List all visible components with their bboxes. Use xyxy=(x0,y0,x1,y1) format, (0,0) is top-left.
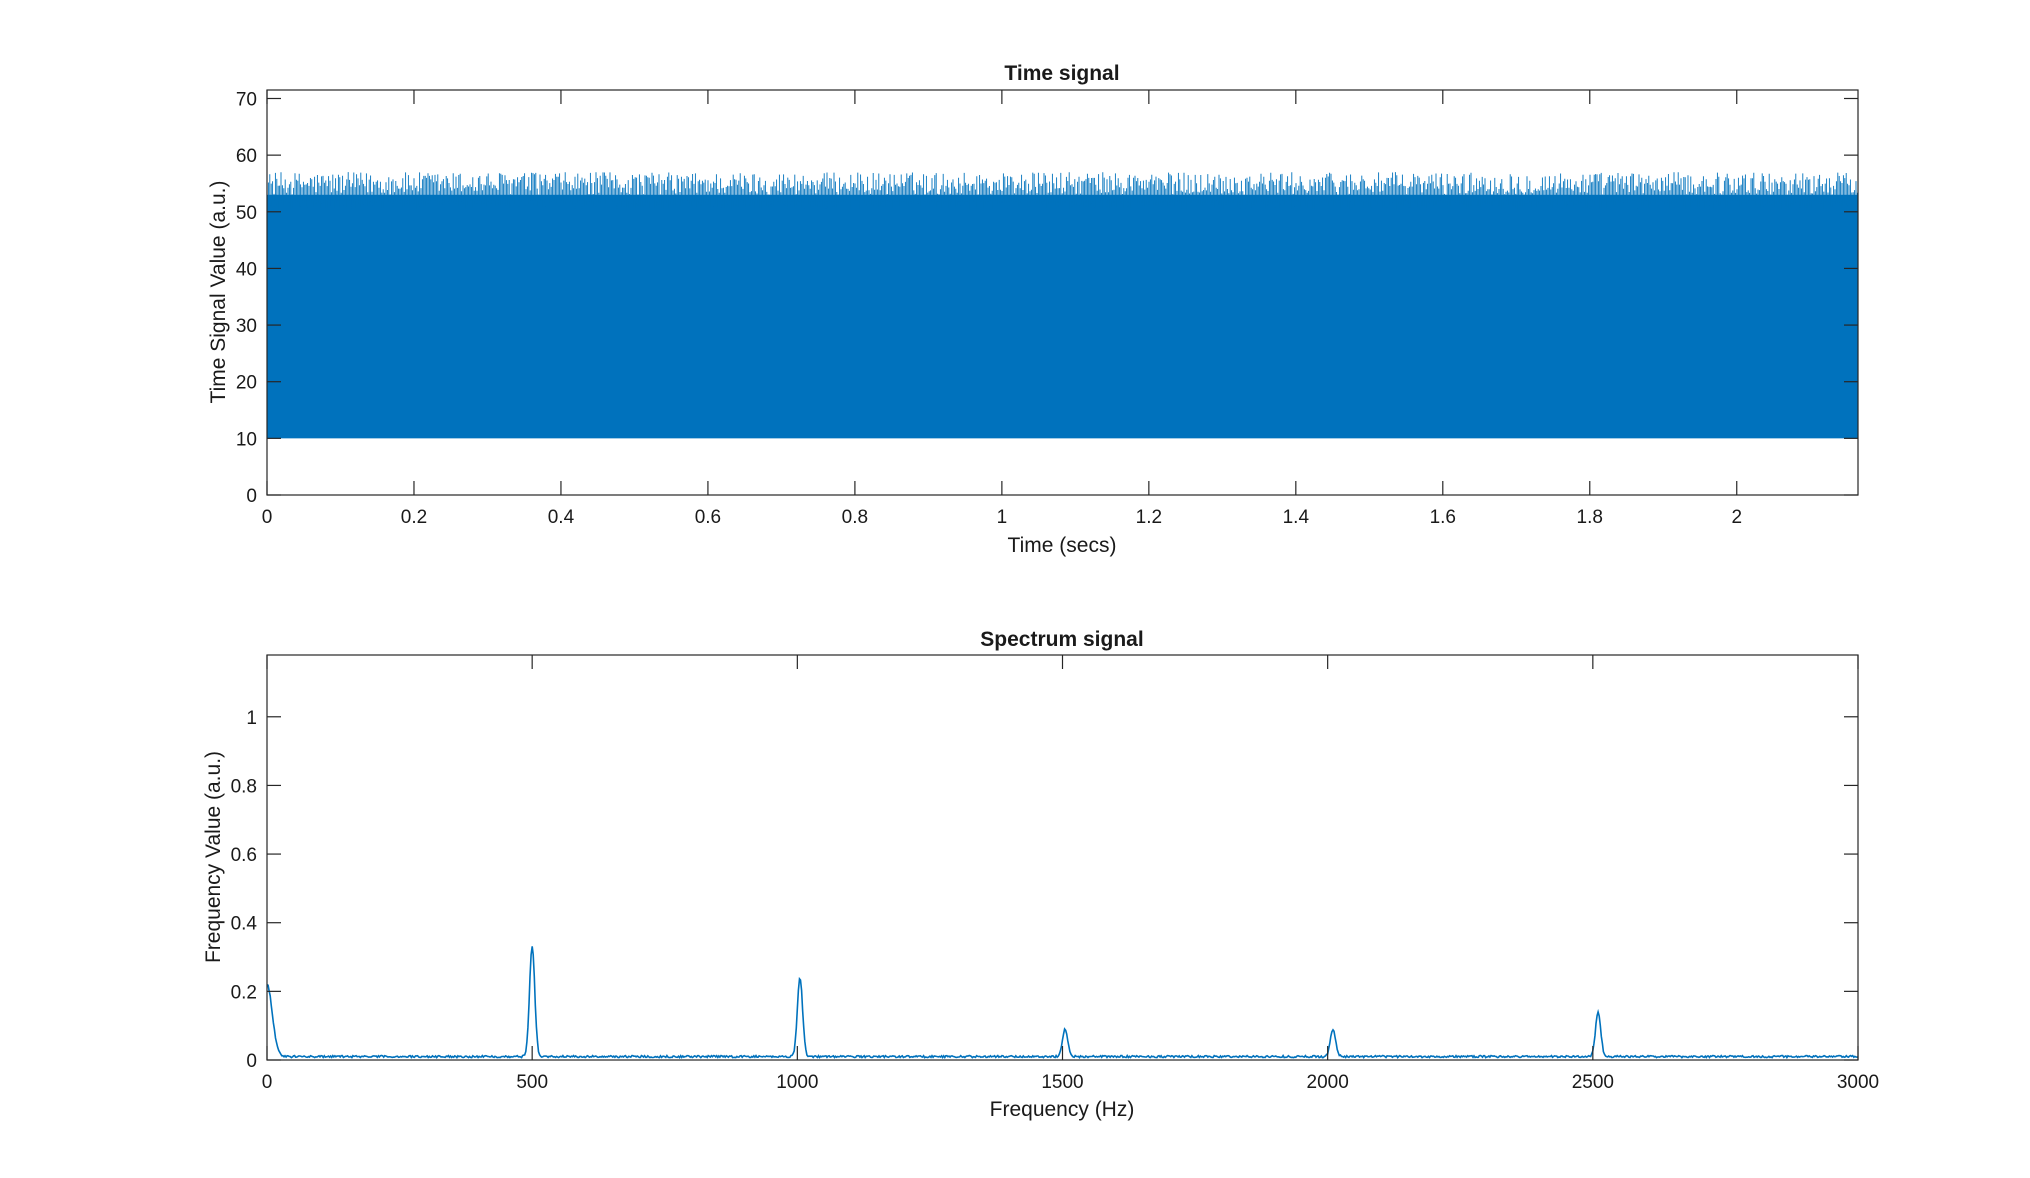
time-y-axis-label: Time Signal Value (a.u.) xyxy=(207,181,230,404)
time-x-tick-label: 2 xyxy=(1731,507,1742,528)
time-y-tick-label: 60 xyxy=(236,146,257,167)
spectrum-x-tick-label: 1000 xyxy=(776,1072,818,1093)
time-signal-band xyxy=(267,194,1858,439)
spectrum-x-tick-label: 2500 xyxy=(1572,1072,1614,1093)
spectrum-x-tick-label: 0 xyxy=(262,1072,273,1093)
time-x-tick-label: 0.8 xyxy=(842,507,868,528)
spectrum-x-tick-label: 3000 xyxy=(1837,1072,1879,1093)
spectrum-y-axis-label: Frequency Value (a.u.) xyxy=(202,751,225,963)
time-y-tick-label: 50 xyxy=(236,203,257,224)
spectrum-chart-title: Spectrum signal xyxy=(980,628,1143,651)
spectrum-x-tick-label: 1500 xyxy=(1041,1072,1083,1093)
time-x-tick-label: 0.6 xyxy=(695,507,721,528)
time-y-tick-label: 10 xyxy=(236,429,257,450)
spectrum-y-tick-label: 0.2 xyxy=(231,982,257,1003)
time-x-tick-label: 1.2 xyxy=(1136,507,1162,528)
time-x-tick-label: 0.4 xyxy=(548,507,575,528)
time-x-tick-label: 0 xyxy=(262,507,273,528)
time-chart-title: Time signal xyxy=(1004,62,1119,85)
time-x-axis-label: Time (secs) xyxy=(1008,534,1117,557)
time-y-tick-label: 20 xyxy=(236,373,257,394)
time-x-tick-label: 1.8 xyxy=(1577,507,1603,528)
time-signal-series xyxy=(266,172,1858,439)
spectrum-axes-box xyxy=(266,654,1859,1061)
spectrum-y-tick-label: 0.4 xyxy=(231,914,258,935)
time-axes-box xyxy=(266,89,1859,496)
time-axis-ticks: 0 0.2 0.4 0.6 0.8 1 1.2 1.4 1.6 1.8 20102030405060… xyxy=(236,89,1858,528)
spectrum-plot-area xyxy=(267,655,1858,1060)
spectrum-axis-ticks: 0 500 1000 1500 2000 2500 3000 0 0.2 0.4 0.6 0.8 1 xyxy=(231,655,1879,1093)
spectrum-y-tick-label: 0.6 xyxy=(231,845,257,866)
time-x-tick-label: 1 xyxy=(997,507,1008,528)
time-signal-axes: 0 0.2 0.4 0.6 0.8 1 1.2 1.4 1.6 1.8 20102030405060… xyxy=(207,62,1859,557)
time-x-tick-label: 1.4 xyxy=(1283,507,1310,528)
spectrum-x-axis-label: Frequency (Hz) xyxy=(990,1098,1135,1121)
spectrum-x-tick-label: 500 xyxy=(516,1072,548,1093)
time-y-tick-label: 70 xyxy=(236,89,257,110)
spectrum-x-tick-label: 2000 xyxy=(1307,1072,1349,1093)
spectrum-y-tick-label: 1 xyxy=(246,708,257,729)
time-y-tick-label: 30 xyxy=(236,316,257,337)
spectrum-signal-axes: 0 500 1000 1500 2000 2500 3000 0 0.2 0.4 0.6 0.8 1 S… xyxy=(202,628,1879,1121)
time-y-tick-label: 0 xyxy=(246,486,257,507)
spectrum-y-tick-label: 0 xyxy=(246,1051,257,1072)
time-x-tick-label: 0.2 xyxy=(401,507,427,528)
spectrum-y-tick-label: 0.8 xyxy=(231,776,257,797)
time-x-tick-label: 1.6 xyxy=(1430,507,1456,528)
time-y-tick-label: 40 xyxy=(236,259,257,280)
